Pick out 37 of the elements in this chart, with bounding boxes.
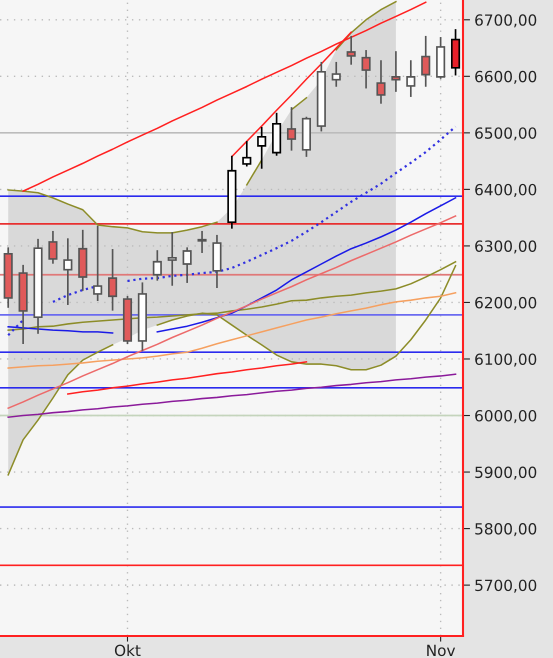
line-series	[7, 215, 456, 409]
line-series	[7, 292, 456, 369]
x-tick-label: Nov	[427, 644, 456, 656]
line-series	[7, 373, 456, 418]
y-tick-label: 6400,00	[475, 184, 536, 197]
candlestick	[242, 141, 252, 166]
candlestick	[63, 238, 72, 305]
candlestick	[108, 249, 118, 311]
y-tick-label: 6200,00	[475, 296, 536, 310]
candlestick	[93, 226, 102, 302]
y-tick-label: 5800,00	[475, 523, 536, 536]
y-tick-label: 5700,00	[475, 580, 536, 593]
candlestick	[406, 60, 416, 97]
line-series	[22, 1, 426, 192]
candlestick	[286, 107, 296, 151]
candlestick	[421, 36, 430, 87]
candlestick	[332, 62, 341, 87]
y-tick-label: 6500,00	[475, 127, 536, 140]
candlestick	[362, 50, 371, 88]
candlestick	[182, 247, 192, 283]
candlestick	[391, 51, 400, 92]
candlestick	[376, 60, 386, 104]
y-tick-label: 6100,00	[475, 353, 536, 367]
y-tick-label: 5900,00	[475, 466, 536, 480]
line-series	[231, 31, 352, 158]
candlestick	[168, 232, 177, 286]
y-tick-label: 6600,00	[475, 70, 536, 84]
candlestick	[48, 230, 58, 264]
candlestick	[197, 230, 207, 253]
y-tick-label: 6300,00	[475, 240, 536, 254]
candlestick	[152, 250, 162, 281]
candlestick	[257, 126, 266, 169]
line-series	[67, 361, 308, 395]
y-tick-label: 6700,00	[475, 14, 536, 28]
candlestick	[346, 36, 356, 65]
x-tick-label: Okt	[114, 644, 141, 656]
y-tick-label: 6000,00	[475, 410, 536, 424]
